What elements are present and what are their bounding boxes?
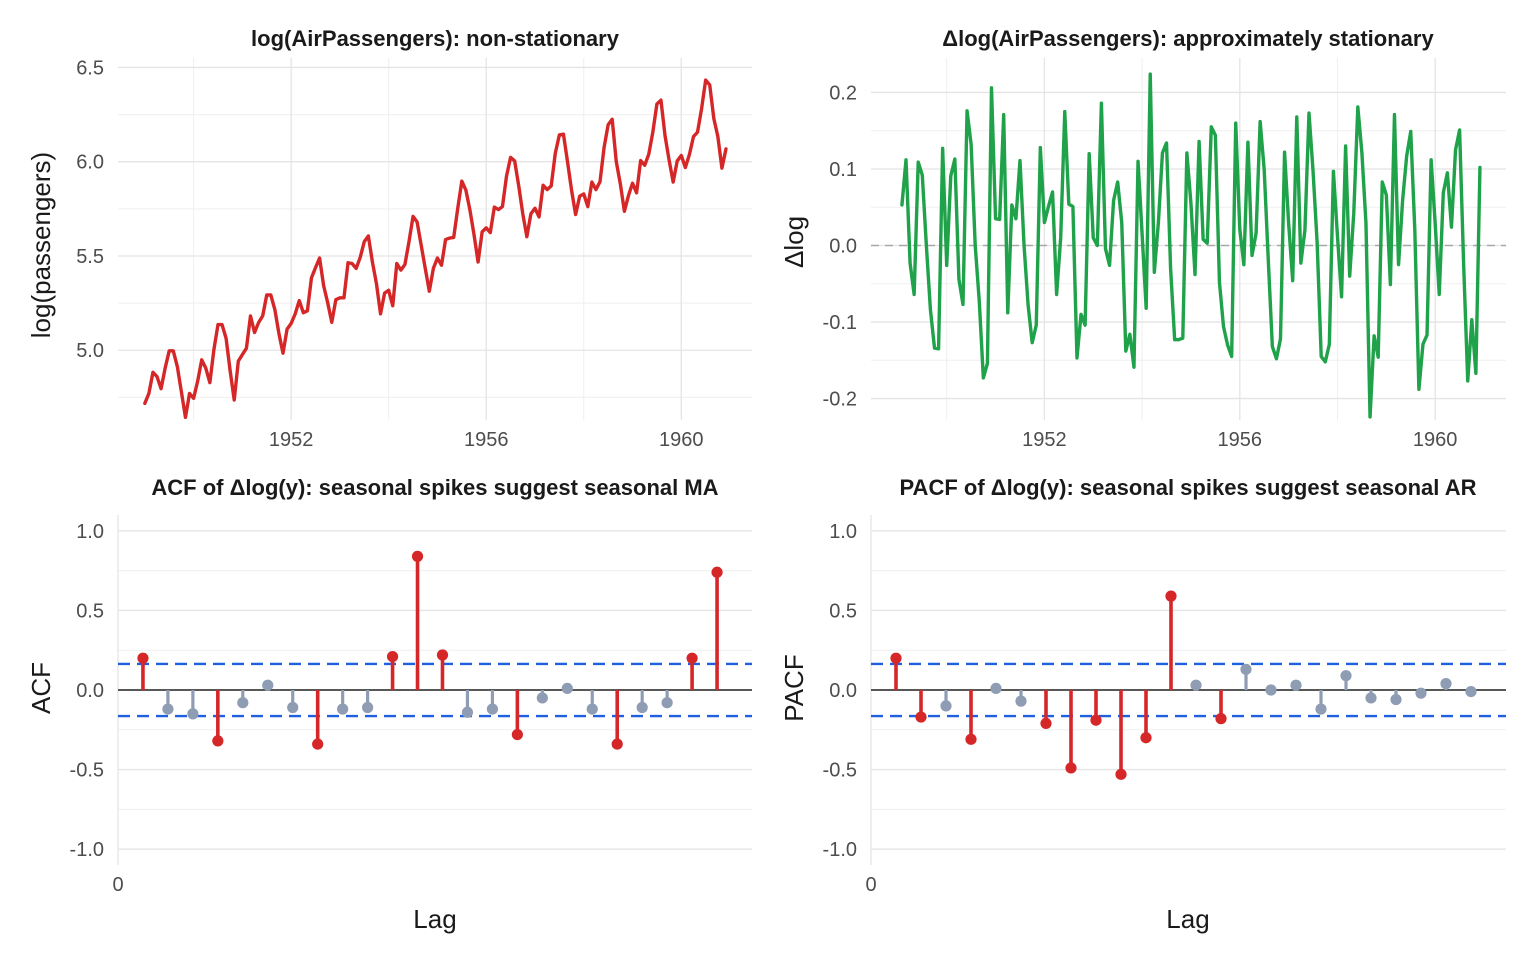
pacf-x-tick-label-0: 0	[865, 874, 876, 896]
pacf-y-tick-label-3: 0.5	[829, 600, 857, 622]
diff-series-y-tick-label-2: 0.0	[829, 236, 857, 258]
pacf-y-tick-label-1: -0.5	[823, 760, 857, 782]
acf-point-12	[411, 550, 424, 562]
diff-series-x-tick-label-1: 1956	[1218, 429, 1263, 451]
diff-series-y-tick-label-1: -0.1	[823, 312, 857, 334]
pacf-point-8	[1065, 762, 1077, 774]
pacf-point-20	[1365, 692, 1377, 704]
pacf-point-17	[1290, 679, 1302, 691]
acf-point-11	[386, 650, 399, 663]
pacf-point-7	[1040, 717, 1052, 730]
pacf-point-16	[1265, 684, 1277, 696]
log-series-y-tick-label-3: 6.5	[76, 57, 104, 79]
pacf-point-9	[1090, 714, 1102, 726]
pacf-point-10	[1115, 768, 1127, 780]
diff-series-y-tick-label-4: 0.2	[829, 82, 857, 104]
diff-series-line	[900, 72, 1482, 419]
log-series-x-tick-label-1: 1956	[464, 429, 509, 451]
log-series-y-tick-label-1: 5.5	[76, 246, 104, 268]
pacf-point-13	[1190, 679, 1202, 691]
log-series-x-tick-label-2: 1960	[659, 429, 704, 451]
log-series-y-tick-label-0: 5.0	[76, 340, 104, 362]
pacf-point-19	[1340, 670, 1352, 682]
pacf-point-5	[990, 682, 1002, 695]
acf-point-7	[287, 701, 299, 714]
acf-point-6	[262, 679, 274, 691]
pacf-point-18	[1315, 703, 1327, 715]
acf-point-2	[162, 703, 174, 715]
pacf-xlabel: Lag	[1166, 904, 1209, 934]
pacf-point-4	[965, 733, 977, 745]
acf-y-tick-label-3: 0.5	[76, 600, 104, 622]
acf-point-3	[187, 708, 199, 720]
acf-point-8	[312, 738, 324, 750]
pacf-title: PACF of Δlog(y): seasonal spikes suggest…	[900, 475, 1477, 500]
pacf-point-3	[940, 700, 952, 712]
acf-point-16	[511, 728, 523, 741]
acf-point-21	[636, 701, 648, 714]
pacf-point-11	[1140, 732, 1152, 744]
acf-x-tick-label-0: 0	[112, 874, 123, 896]
acf-point-10	[362, 701, 374, 714]
diff-series-panel: -0.2 -0.1 0.0 0.1 0.2 1952 1956 1960 Δlog(AirPas…	[779, 26, 1506, 451]
acf-y-tick-label-4: 1.0	[76, 521, 104, 543]
acf-point-9	[337, 703, 349, 715]
pacf-ylabel: PACF	[779, 654, 809, 721]
pacf-point-12	[1165, 590, 1177, 602]
acf-point-18	[561, 682, 573, 695]
acf-point-15	[486, 703, 499, 715]
pacf-point-15	[1240, 663, 1252, 675]
log-series-title: log(AirPassengers): non-stationary	[251, 26, 620, 51]
acf-panel: -1.0 -0.5 0.0 0.5 1.0 0 ACF of Δlog(y): season…	[26, 475, 752, 934]
log-series-panel: 5.0 5.5 6.0 6.5 1952 1956 1960 log(AirPassenger…	[26, 26, 752, 451]
pacf-point-6	[1015, 695, 1027, 707]
diff-series-x-tick-label-2: 1960	[1413, 429, 1458, 451]
acf-point-20	[611, 738, 623, 750]
acf-point-5	[237, 697, 249, 709]
acf-xlabel: Lag	[413, 904, 456, 934]
acf-y-tick-label-0: -1.0	[70, 839, 104, 861]
pacf-point-14	[1215, 713, 1227, 725]
pacf-point-2	[915, 711, 927, 723]
log-series-line	[143, 78, 728, 420]
acf-point-13	[436, 649, 449, 661]
acf-point-23	[686, 652, 698, 664]
acf-y-tick-label-2: 0.0	[76, 680, 104, 702]
acf-point-14	[461, 706, 474, 718]
pacf-point-1	[890, 652, 902, 664]
pacf-point-23	[1440, 678, 1452, 690]
acf-point-22	[661, 697, 673, 709]
pacf-y-tick-label-0: -1.0	[823, 839, 857, 861]
diff-series-y-tick-label-0: -0.2	[823, 389, 857, 411]
pacf-point-24	[1465, 685, 1477, 698]
acf-point-4	[212, 735, 224, 747]
log-series-x-tick-label-0: 1952	[269, 429, 314, 451]
diff-series-ylabel: Δlog	[779, 216, 809, 268]
pacf-y-tick-label-4: 1.0	[829, 521, 857, 543]
acf-ylabel: ACF	[26, 662, 56, 714]
log-series-y-tick-label-2: 6.0	[76, 152, 104, 174]
acf-point-24	[711, 566, 723, 578]
log-series-ylabel: log(passengers)	[26, 152, 56, 338]
acf-point-19	[586, 703, 598, 715]
pacf-point-21	[1390, 693, 1402, 706]
diff-series-title: Δlog(AirPassengers): approximately stati…	[942, 26, 1434, 51]
acf-point-17	[536, 692, 548, 704]
pacf-point-22	[1415, 687, 1427, 699]
pacf-y-tick-label-2: 0.0	[829, 680, 857, 702]
acf-point-1	[137, 652, 149, 664]
pacf-panel: -1.0 -0.5 0.0 0.5 1.0 0 PACF of Δlog(y): seaso…	[779, 475, 1506, 934]
acf-y-tick-label-1: -0.5	[70, 760, 104, 782]
acf-title: ACF of Δlog(y): seasonal spikes suggest …	[151, 475, 718, 500]
diff-series-x-tick-label-0: 1952	[1022, 429, 1067, 451]
diff-series-y-tick-label-3: 0.1	[829, 159, 857, 181]
